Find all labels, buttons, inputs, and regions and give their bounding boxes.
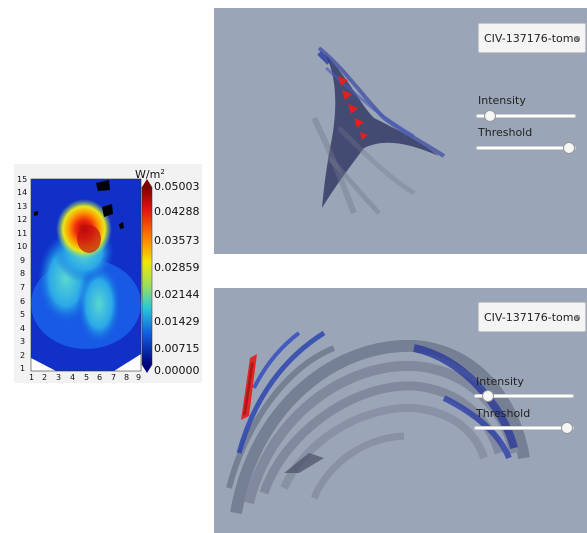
x-tick: 5 [84,373,89,382]
y-tick: 4 [20,324,25,333]
colorbar-tick: 0.01429 [154,315,200,328]
colorbar-tick: 0.04288 [154,205,200,218]
y-tick: 10 [17,242,27,251]
threshold-label: Threshold [478,126,533,139]
colorbar-tick: 0.03573 [154,234,200,247]
dataset-select[interactable]: CIV-137176-tomo ▼ [478,302,586,332]
y-tick: 2 [20,351,25,360]
x-tick: 6 [97,373,102,382]
y-tick: 13 [17,202,27,211]
colorbar-tick: 0.02144 [154,288,200,301]
y-tick: 11 [17,229,27,238]
intensity-slider[interactable] [474,390,574,402]
dataset-select-value: CIV-137176-tomo [484,31,581,45]
colorbar-tick: 0.00715 [154,342,200,355]
chevron-down-icon: ▼ [574,314,580,322]
heatmap-figure: 15 14 13 12 11 10 9 8 7 6 5 4 3 2 1 1 2 … [17,168,200,382]
x-tick: 1 [29,373,34,382]
slider-thumb[interactable] [482,390,494,402]
red-highlight-markers [338,76,368,140]
x-tick: 9 [136,373,141,382]
threshold-slider[interactable] [474,422,574,434]
x-axis-ticks: 1 2 3 4 5 6 7 8 9 [29,373,141,382]
x-tick: 8 [124,373,129,382]
y-tick: 6 [20,297,25,306]
y-tick: 5 [20,310,25,319]
slider-thumb[interactable] [563,142,575,154]
dataset-select-value: CIV-137176-tomo [484,310,581,324]
red-highlight-strip [241,354,257,420]
intensity-label: Intensity [478,94,526,107]
dataset-select[interactable]: CIV-137176-tomo ▼ [478,23,586,53]
y-tick: 9 [20,256,25,265]
heatmap-image [31,179,141,371]
x-tick: 4 [70,373,75,382]
y-tick: 7 [20,283,25,292]
colorbar-tick: 0.00000 [154,364,200,377]
x-tick: 3 [56,373,61,382]
y-axis-ticks: 15 14 13 12 11 10 9 8 7 6 5 4 3 2 1 [17,175,27,373]
y-tick: 12 [17,215,27,224]
chevron-down-icon: ▼ [574,35,580,43]
y-tick: 15 [17,175,27,184]
y-tick: 8 [20,269,25,278]
threshold-label: Threshold [476,407,531,420]
intensity-slider[interactable] [476,110,576,122]
y-tick: 14 [17,188,27,197]
colorbar-tick: 0.05003 [154,180,200,193]
volume-viewer-top[interactable]: CIV-137176-tomo ▼ Intensity Threshold [214,8,587,254]
heatmap-panel: 15 14 13 12 11 10 9 8 7 6 5 4 3 2 1 1 2 … [14,164,202,383]
colorbar-unit: W/m2 [135,168,165,181]
volume-render[interactable] [214,8,587,254]
volume-viewer-bottom[interactable]: CIV-137176-tomo ▼ Intensity Threshold [214,288,587,533]
y-tick: 1 [20,364,25,373]
slider-thumb[interactable] [561,422,573,434]
slider-thumb[interactable] [484,110,496,122]
threshold-slider[interactable] [476,142,576,154]
intensity-label: Intensity [476,375,524,388]
colorbar: W/m2 0.05003 0.04288 0.03573 0.02859 0.0… [135,168,200,377]
x-tick: 2 [42,373,47,382]
volume-render[interactable] [214,288,587,533]
colorbar-tick: 0.02859 [154,261,200,274]
y-tick: 3 [20,337,25,346]
x-tick: 7 [111,373,116,382]
